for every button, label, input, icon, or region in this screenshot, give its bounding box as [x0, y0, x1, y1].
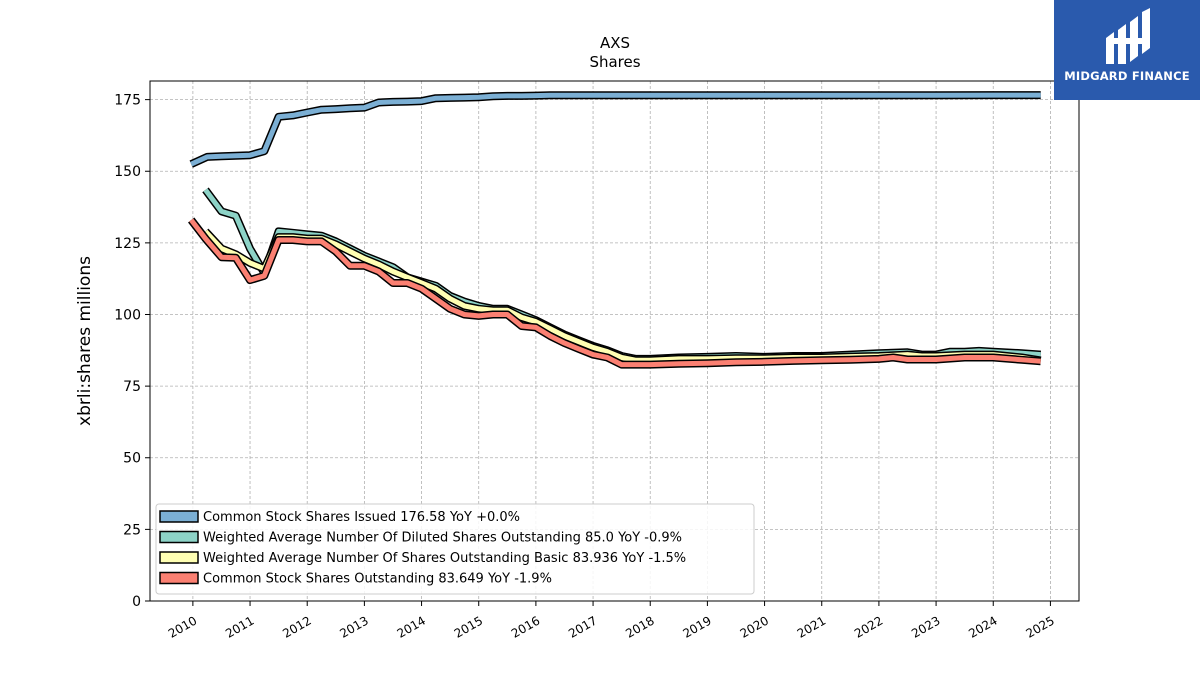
y-tick-label: 25 [123, 522, 141, 538]
series-lines [188, 91, 1042, 369]
x-axis: 2010 2011 2012 2013 2014 2015 2016 2017 2018 2019… [166, 601, 1057, 641]
y-tick-label: 100 [114, 307, 141, 323]
y-tick-label: 175 [114, 93, 141, 109]
x-tick-label: 2017 [566, 613, 599, 640]
series-1 [189, 91, 1041, 168]
midgard-monogram-icon [1106, 8, 1150, 64]
x-tick-label: 2020 [738, 613, 771, 640]
x-tick-label: 2018 [623, 613, 656, 640]
series-4 [188, 217, 1042, 369]
x-tick-label: 2015 [452, 613, 485, 640]
legend-entry: Weighted Average Number Of Diluted Share… [203, 531, 682, 546]
logo-text: MIDGARD FINANCE [1064, 69, 1190, 83]
x-tick-label: 2019 [680, 613, 713, 640]
series-2 [202, 187, 1041, 363]
x-tick-label: 2013 [337, 613, 370, 640]
series-line-outline [202, 187, 1041, 363]
y-tick-label: 125 [114, 236, 141, 252]
x-tick-label: 2023 [909, 613, 942, 640]
legend-box [155, 503, 755, 595]
legend-entry: Weighted Average Number Of Shares Outsta… [203, 551, 686, 566]
series-line [190, 92, 1041, 167]
y-axis-label: xbrli:shares millions [75, 256, 95, 426]
series-line [203, 188, 1041, 362]
legend-swatch [159, 530, 199, 544]
x-tick-label: 2025 [1023, 613, 1056, 640]
chart-subtitle: Shares [589, 53, 640, 71]
x-tick-label: 2021 [795, 613, 828, 640]
midgard-finance-logo: MIDGARD FINANCE [1054, 0, 1200, 100]
x-tick-label: 2014 [395, 613, 428, 640]
x-tick-label: 2016 [509, 613, 542, 640]
x-tick-label: 2012 [280, 613, 313, 640]
series-line-outline [189, 91, 1041, 168]
y-tick-label: 50 [123, 451, 141, 467]
x-tick-label: 2010 [166, 613, 199, 640]
x-tick-label: 2024 [966, 613, 999, 640]
plot-frame [149, 80, 1080, 602]
legend-entry: Common Stock Shares Outstanding 83.649 Y… [203, 572, 552, 587]
x-tick-label: 2022 [852, 613, 885, 640]
grid [150, 81, 1079, 602]
series-line [189, 218, 1041, 368]
legend: Common Stock Shares Issued 176.58 YoY +0… [155, 503, 755, 595]
y-axis: 0 25 50 75 100 125 150 175 [114, 93, 150, 610]
legend-entry: Common Stock Shares Issued 176.58 YoY +0… [203, 510, 520, 525]
legend-swatch [159, 510, 199, 523]
y-tick-label: 150 [114, 164, 141, 180]
y-tick-label: 75 [123, 379, 141, 395]
y-tick-label: 0 [132, 594, 141, 610]
chart-title: AXS [600, 34, 630, 52]
x-tick-label: 2011 [223, 613, 256, 640]
legend-swatch [159, 551, 199, 564]
legend-swatch [159, 571, 199, 585]
